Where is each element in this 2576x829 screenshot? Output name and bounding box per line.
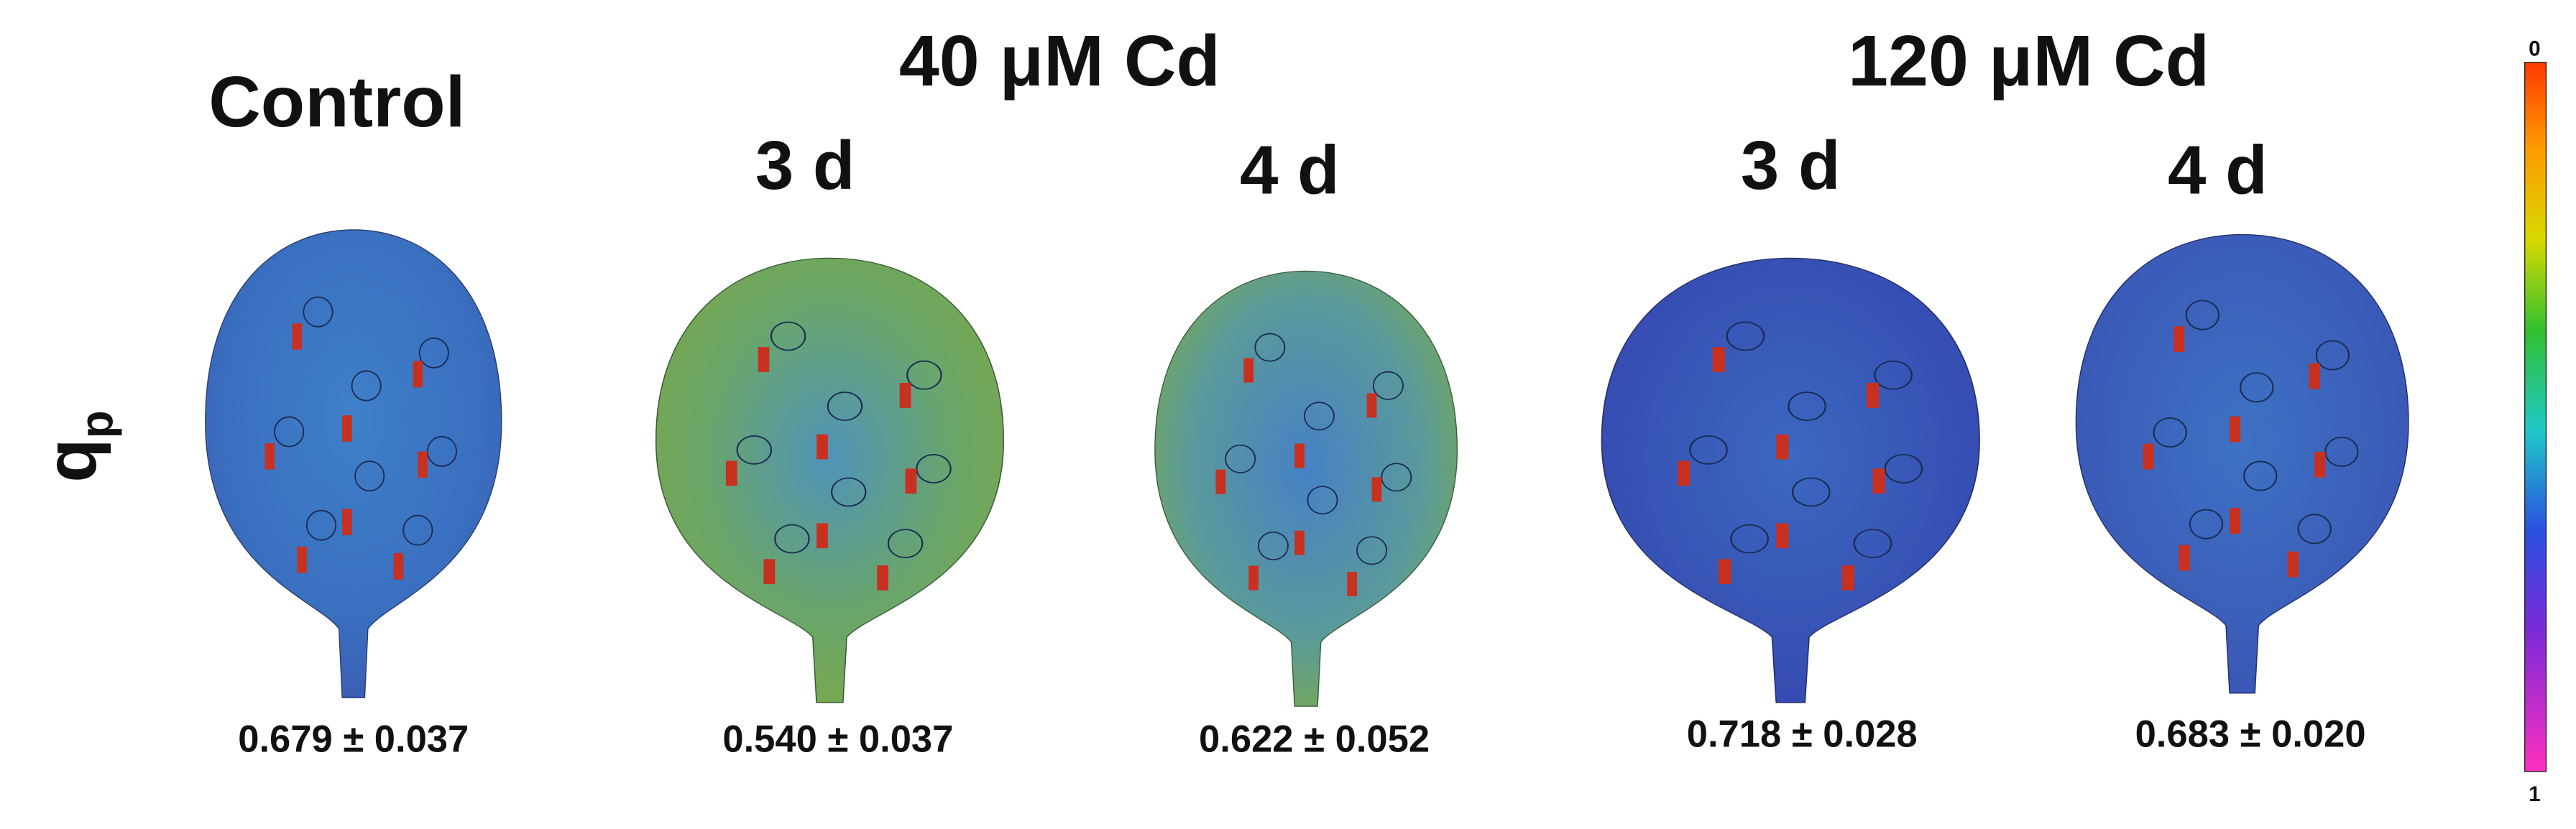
day-label: 4 d [1240, 132, 1340, 209]
leaf [1154, 270, 1458, 708]
row-label-sub: p [70, 410, 122, 438]
colorbar-label: 0 [2529, 37, 2541, 61]
leaf [2075, 233, 2410, 695]
day-label: 3 d [755, 127, 855, 204]
group-title: 120 μM Cd [1848, 21, 2209, 101]
day-label: 3 d [1741, 127, 1841, 204]
day-label: 4 d [2168, 132, 2268, 209]
leaf-value: 0.679 ± 0.037 [238, 718, 469, 761]
leaf [655, 257, 1005, 704]
leaf-value: 0.540 ± 0.037 [722, 718, 953, 761]
colorbar-label: 1 [2529, 782, 2541, 806]
leaf [204, 228, 502, 699]
leaf [1601, 256, 1981, 704]
group-title: 40 μM Cd [899, 21, 1220, 101]
leaf-value: 0.718 ± 0.028 [1687, 713, 1918, 756]
row-label-main: q [31, 438, 111, 482]
colorbar [2524, 62, 2547, 772]
group-title: Control [208, 62, 465, 142]
leaf-value: 0.683 ± 0.020 [2135, 713, 2366, 756]
leaf-value: 0.622 ± 0.052 [1199, 718, 1430, 761]
row-label: qp [31, 410, 122, 483]
